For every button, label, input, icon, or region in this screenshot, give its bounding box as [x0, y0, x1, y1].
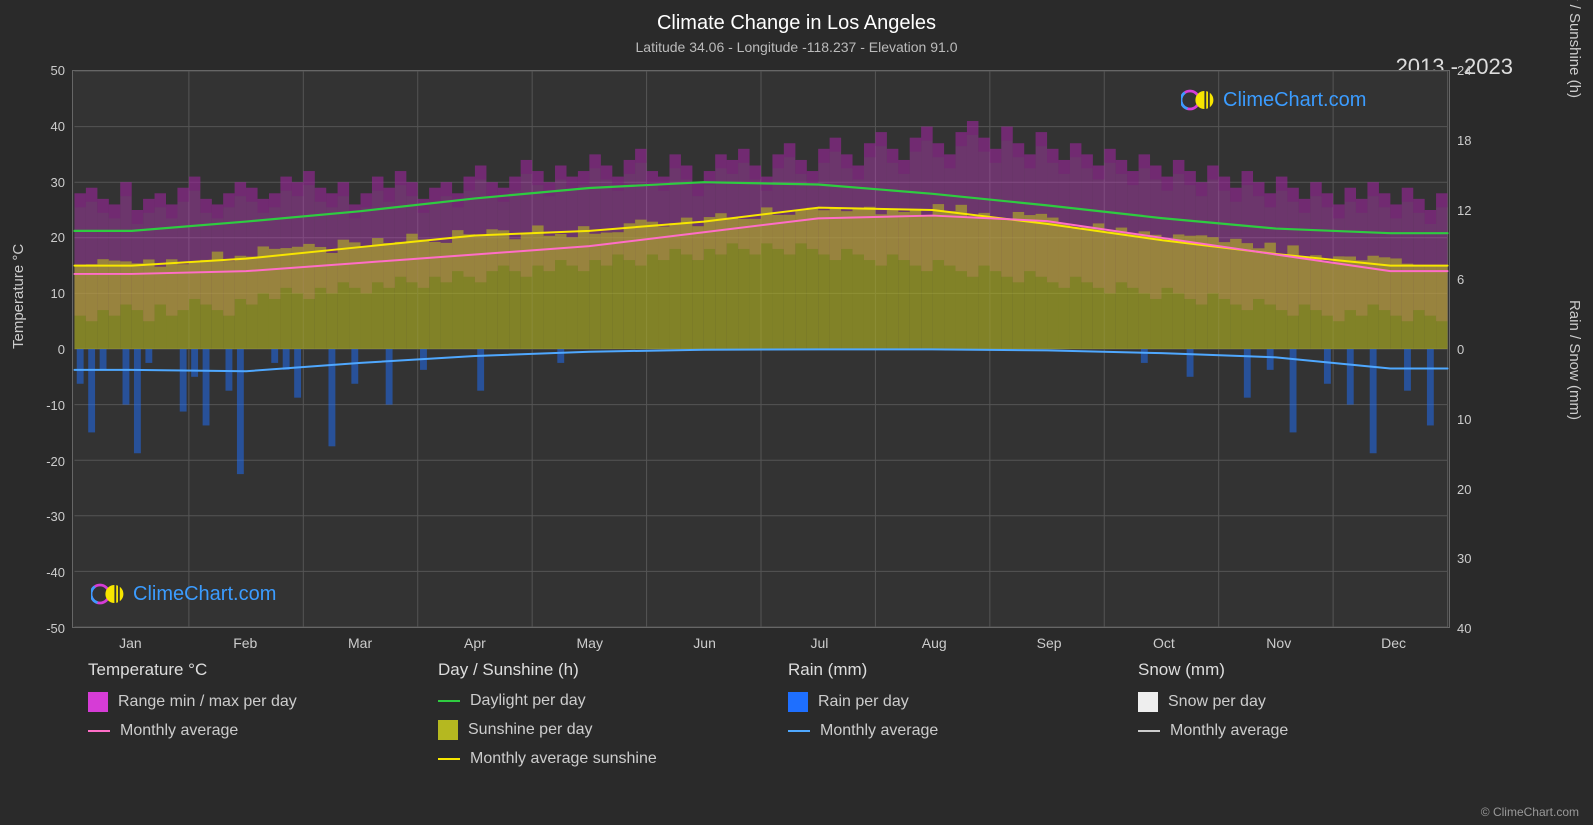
legend-title: Rain (mm) — [788, 660, 1138, 680]
month-label: Feb — [233, 635, 257, 651]
month-label: Oct — [1153, 635, 1175, 651]
legend-item: Monthly average — [88, 722, 438, 740]
legend-line — [438, 758, 460, 760]
plot-area: 50403020100-10-20-30-40-5024181260102030… — [72, 70, 1450, 628]
month-label: Aug — [922, 635, 947, 651]
y-tick-left: 40 — [15, 119, 65, 134]
month-label: Jan — [119, 635, 142, 651]
legend-label: Range min / max per day — [118, 693, 297, 711]
legend-swatch — [438, 720, 458, 740]
legend-label: Monthly average sunshine — [470, 750, 657, 768]
y-tick-right: 20 — [1457, 482, 1497, 497]
legend-item: Daylight per day — [438, 692, 788, 710]
legend-title: Temperature °C — [88, 660, 438, 680]
legend: Temperature °C Range min / max per day M… — [88, 660, 1488, 778]
legend-label: Monthly average — [820, 722, 938, 740]
month-label: Jul — [810, 635, 828, 651]
climate-chart: Climate Change in Los Angeles Latitude 3… — [0, 0, 1593, 825]
y-axis-right-bot-title: Rain / Snow (mm) — [1566, 300, 1583, 420]
legend-label: Rain per day — [818, 693, 909, 711]
month-label: Sep — [1037, 635, 1062, 651]
y-axis-right-top-title: Day / Sunshine (h) — [1566, 0, 1583, 98]
brand-text: ClimeChart.com — [1223, 89, 1366, 112]
legend-item: Snow per day — [1138, 692, 1488, 712]
legend-line — [788, 730, 810, 732]
y-tick-right: 40 — [1457, 621, 1497, 636]
y-tick-left: -40 — [15, 565, 65, 580]
legend-item: Range min / max per day — [88, 692, 438, 712]
legend-label: Daylight per day — [470, 692, 586, 710]
y-tick-right: 6 — [1457, 272, 1497, 287]
legend-item: Monthly average sunshine — [438, 750, 788, 768]
y-tick-left: 30 — [15, 175, 65, 190]
legend-swatch — [88, 692, 108, 712]
month-label: Mar — [348, 635, 372, 651]
legend-item: Monthly average — [1138, 722, 1488, 740]
y-tick-left: 50 — [15, 63, 65, 78]
legend-line — [1138, 730, 1160, 732]
legend-item: Rain per day — [788, 692, 1138, 712]
y-tick-left: 20 — [15, 230, 65, 245]
month-label: Nov — [1266, 635, 1291, 651]
legend-line — [88, 730, 110, 732]
legend-col-day: Day / Sunshine (h) Daylight per day Suns… — [438, 660, 788, 778]
month-label: May — [577, 635, 603, 651]
legend-swatch — [1138, 692, 1158, 712]
legend-label: Snow per day — [1168, 693, 1266, 711]
brand-watermark: ClimeChart.com — [91, 579, 276, 609]
legend-col-rain: Rain (mm) Rain per day Monthly average — [788, 660, 1138, 778]
copyright: © ClimeChart.com — [1481, 805, 1579, 819]
chart-subtitle: Latitude 34.06 - Longitude -118.237 - El… — [0, 35, 1593, 55]
y-tick-left: -30 — [15, 509, 65, 524]
chart-title: Climate Change in Los Angeles — [0, 0, 1593, 35]
brand-logo-icon — [1181, 85, 1217, 115]
month-label: Dec — [1381, 635, 1406, 651]
month-label: Jun — [693, 635, 716, 651]
legend-label: Monthly average — [120, 722, 238, 740]
legend-item: Sunshine per day — [438, 720, 788, 740]
y-tick-right: 10 — [1457, 412, 1497, 427]
chart-svg — [73, 71, 1449, 627]
legend-line — [438, 700, 460, 702]
y-tick-right: 30 — [1457, 551, 1497, 566]
y-tick-left: -10 — [15, 398, 65, 413]
brand-watermark: ClimeChart.com — [1181, 85, 1366, 115]
legend-item: Monthly average — [788, 722, 1138, 740]
y-tick-left: 0 — [15, 342, 65, 357]
legend-col-snow: Snow (mm) Snow per day Monthly average — [1138, 660, 1488, 778]
y-tick-left: -20 — [15, 454, 65, 469]
y-tick-right: 24 — [1457, 63, 1497, 78]
legend-title: Day / Sunshine (h) — [438, 660, 788, 680]
y-tick-left: 10 — [15, 286, 65, 301]
brand-text: ClimeChart.com — [133, 583, 276, 606]
y-tick-right: 0 — [1457, 342, 1497, 357]
y-tick-left: -50 — [15, 621, 65, 636]
legend-title: Snow (mm) — [1138, 660, 1488, 680]
legend-label: Monthly average — [1170, 722, 1288, 740]
y-tick-right: 18 — [1457, 133, 1497, 148]
legend-label: Sunshine per day — [468, 721, 593, 739]
month-label: Apr — [464, 635, 486, 651]
y-tick-right: 12 — [1457, 203, 1497, 218]
legend-col-temp: Temperature °C Range min / max per day M… — [88, 660, 438, 778]
legend-swatch — [788, 692, 808, 712]
brand-logo-icon — [91, 579, 127, 609]
